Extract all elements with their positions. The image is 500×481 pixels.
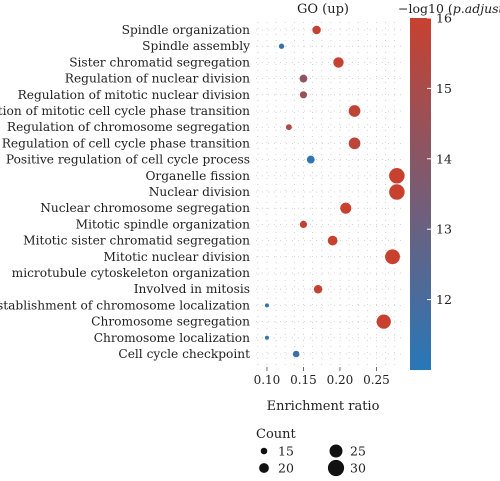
size-legend: Count 15 20 25 30 <box>256 427 366 477</box>
color-bar <box>410 18 431 370</box>
grid-layer <box>256 22 402 367</box>
y-tick-label: Regulation of nuclear division <box>65 72 250 86</box>
x-tick-label: 0.15 <box>290 373 317 387</box>
y-tick-label: Regulation of mitotic nuclear division <box>18 88 251 102</box>
y-tick-label: Nuclear division <box>149 185 250 199</box>
x-axis-ticks: 0.10 0.15 0.20 0.25 <box>254 367 390 387</box>
y-tick-label: Involved in mitosis <box>134 282 250 296</box>
data-point <box>348 105 361 117</box>
size-legend-title: Count <box>256 427 297 442</box>
x-tick-label: 0.20 <box>327 373 354 387</box>
data-point <box>313 284 323 294</box>
data-point <box>264 303 269 308</box>
color-bar-tick-label: 15 <box>436 81 452 96</box>
x-axis-title: Enrichment ratio <box>267 399 380 414</box>
color-bar-tick-label: 13 <box>436 222 452 237</box>
data-point <box>278 43 285 49</box>
data-point <box>312 25 321 35</box>
size-legend-dot <box>329 444 343 458</box>
y-tick-label: Chromosome segregation <box>91 315 250 329</box>
color-bar-tick-label: 12 <box>436 292 452 307</box>
data-point <box>333 57 344 68</box>
y-tick-label: Mitotic nuclear division <box>103 250 250 264</box>
data-point <box>264 335 269 340</box>
y-tick-label: Sister chromatid segregation <box>69 55 250 69</box>
y-tick-label: Chromosome localization <box>94 331 250 345</box>
size-legend-label: 20 <box>278 461 294 476</box>
y-tick-label: Organelle fission <box>145 169 250 183</box>
color-bar-tick-label: 16 <box>436 11 452 26</box>
y-tick-label: Cell cycle checkpoint <box>118 347 250 361</box>
size-legend-label: 15 <box>278 444 294 459</box>
data-point <box>376 314 391 329</box>
y-tick-label: Mitotic spindle organization <box>76 217 250 231</box>
data-point <box>348 137 361 150</box>
x-tick-label: 0.10 <box>254 373 281 387</box>
data-point <box>306 155 315 164</box>
data-point <box>299 74 308 83</box>
y-tick-label: Spindle organization <box>122 23 250 37</box>
size-legend-dot <box>327 459 345 477</box>
data-point <box>327 235 338 246</box>
size-legend-dot <box>260 447 268 455</box>
y-tick-label: Positive regulation of cell cycle proces… <box>6 153 250 167</box>
data-point <box>385 249 400 265</box>
y-tick-label: Nuclear chromosome segregation <box>40 201 250 215</box>
y-tick-label: Regulation of cell cycle phase transitio… <box>2 136 250 150</box>
data-point <box>292 350 300 358</box>
size-legend-dot <box>259 463 269 473</box>
y-tick-label: Regulation of mitotic cell cycle phase t… <box>0 104 250 118</box>
y-tick-label: microtubule cytoskeleton organization <box>12 266 250 280</box>
data-point <box>299 220 308 228</box>
data-points <box>264 25 405 358</box>
y-tick-label: Spindle assembly <box>142 39 250 53</box>
y-tick-label: Mitotic sister chromatid segregation <box>23 234 250 248</box>
data-point <box>389 184 405 200</box>
chart-title: GO (up) <box>297 2 349 17</box>
size-legend-label: 30 <box>350 461 366 476</box>
color-legend: 12 13 14 15 16−log10 (p.adjust) <box>398 1 500 370</box>
data-point <box>389 168 405 184</box>
size-legend-label: 25 <box>350 444 366 459</box>
x-tick-label: 0.25 <box>363 373 390 387</box>
data-point <box>285 124 292 131</box>
y-tick-label: Regulation of chromosome segregation <box>7 120 250 134</box>
y-axis-labels: Spindle organization Spindle assembly Sist… <box>0 23 250 361</box>
color-bar-tick-label: 14 <box>436 151 452 166</box>
data-point <box>340 202 352 214</box>
y-tick-label: establishment of chromosome localization <box>0 298 250 312</box>
color-legend-title: −log10 (p.adjust) <box>398 1 500 16</box>
data-point <box>299 91 308 99</box>
